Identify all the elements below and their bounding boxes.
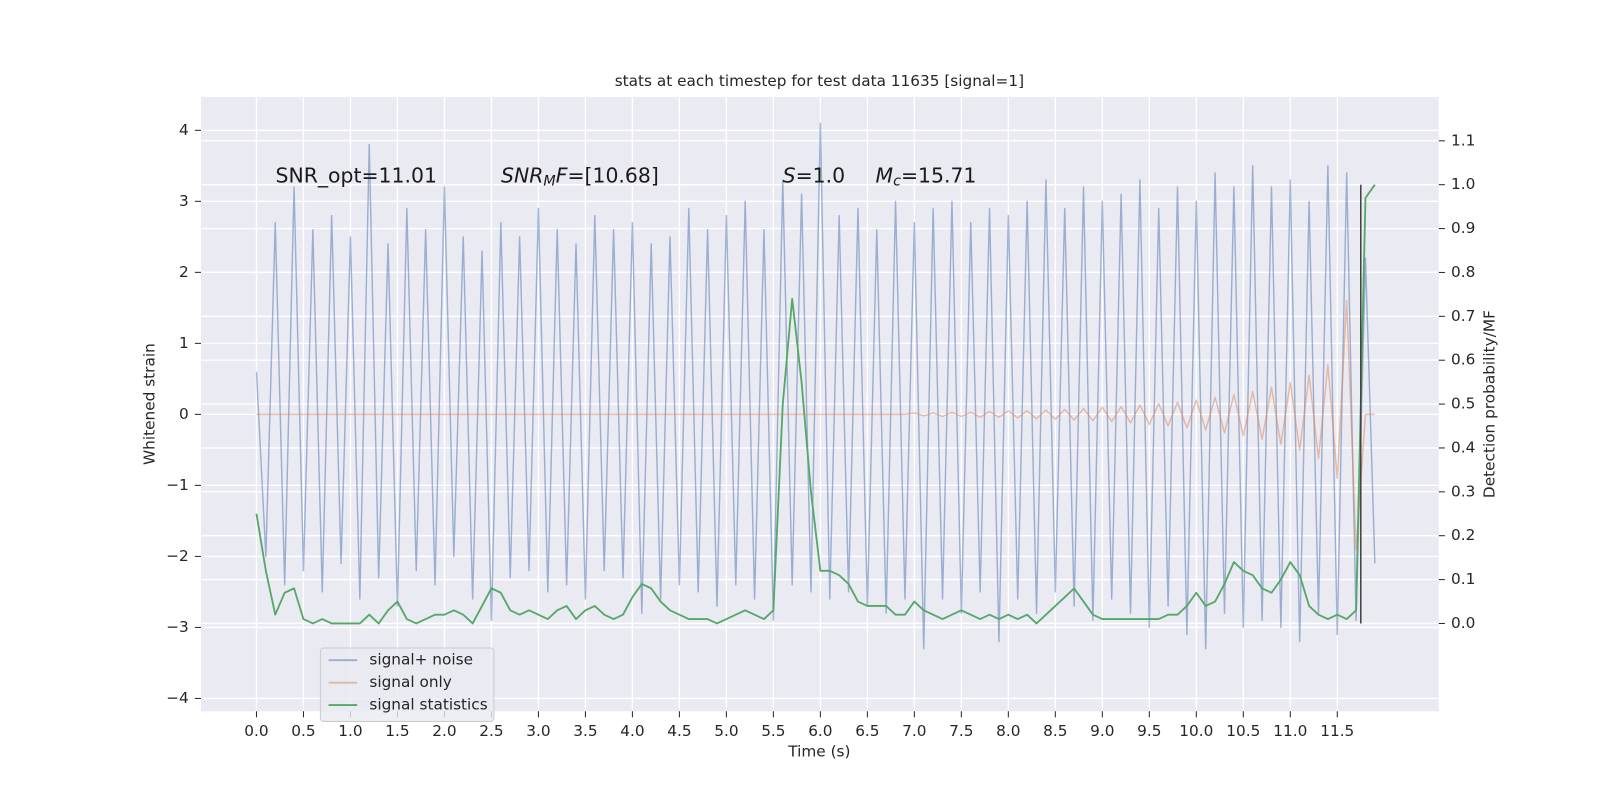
y2-tick-label: 0.0	[1451, 614, 1475, 632]
y2-axis-label: Detection probability/MF	[1480, 310, 1498, 498]
y2-tick-label: 0.7	[1451, 307, 1475, 325]
x-tick-label: 10.0	[1179, 722, 1213, 740]
series-line	[255, 184, 1376, 625]
y2-tick-label: 1.0	[1451, 175, 1475, 193]
y-tick-label: −2	[166, 547, 189, 565]
x-tick-label: 2.5	[479, 722, 503, 740]
x-tick-label: 8.5	[1043, 722, 1067, 740]
y2-tick-label: 0.5	[1451, 395, 1475, 413]
annotation-part: SNR	[501, 164, 543, 188]
y2-tick-label: 0.1	[1451, 570, 1475, 588]
annotation-part: SNR_opt=11.01	[276, 164, 437, 189]
chart-title: stats at each timestep for test data 116…	[615, 72, 1024, 90]
y2-tick-label: 0.8	[1451, 263, 1475, 281]
y2-tick-label: 0.2	[1451, 526, 1475, 544]
x-tick-label: 8.0	[996, 722, 1020, 740]
x-tick-label: 0.0	[244, 722, 268, 740]
y-tick-label: −4	[166, 689, 189, 707]
x-tick-label: 7.0	[902, 722, 926, 740]
annotation-part: F	[556, 164, 568, 188]
x-axis-label: Time (s)	[787, 743, 850, 761]
x-tick-label: 11.5	[1320, 722, 1354, 740]
x-tick-label: 4.0	[620, 722, 644, 740]
y-tick-label: 0	[179, 405, 189, 423]
y2-tick-label: 0.4	[1451, 438, 1475, 456]
y-tick-label: 2	[179, 263, 189, 281]
series-line	[256, 300, 1375, 551]
x-tick-label: 5.0	[714, 722, 738, 740]
y-tick-label: −1	[166, 476, 189, 494]
y-tick-label: 1	[179, 334, 189, 352]
x-tick-label: 3.5	[573, 722, 597, 740]
annotation-part: M	[876, 164, 894, 188]
legend: signal+ noise signal only signal statistic…	[319, 647, 495, 722]
y-tick-label: 4	[179, 121, 189, 139]
annotation: Mc=15.71	[876, 164, 977, 190]
y2-tick-label: 0.6	[1451, 351, 1475, 369]
x-tick-label: 1.5	[385, 722, 409, 740]
legend-label: signal only	[369, 673, 451, 691]
annotation-part: c	[893, 174, 901, 190]
annotation-part: =1.0	[796, 164, 846, 188]
x-tick-label: 0.5	[291, 722, 315, 740]
annotation-part: M	[543, 174, 555, 190]
x-tick-label: 5.5	[761, 722, 785, 740]
annotation: SNR_opt=11.01	[276, 164, 437, 189]
x-tick-label: 6.0	[808, 722, 832, 740]
plot-marks	[255, 122, 1376, 650]
annotation: S=1.0	[783, 164, 845, 188]
y-tick-label: −3	[166, 618, 189, 636]
x-tick-label: 11.0	[1273, 722, 1307, 740]
y-axis-label: Whitened strain	[141, 343, 159, 465]
x-tick-label: 7.5	[949, 722, 973, 740]
y2-tick-label: 1.1	[1451, 131, 1475, 149]
annotation-part: =15.71	[901, 164, 976, 188]
legend-box	[319, 647, 495, 722]
y-tick-label: 3	[179, 192, 189, 210]
legend-label: signal+ noise	[369, 651, 473, 669]
x-tick-label: 9.0	[1090, 722, 1114, 740]
annotation-part: S	[783, 164, 796, 188]
annotation-part: =[10.68]	[567, 164, 658, 188]
x-tick-label: 3.0	[526, 722, 550, 740]
x-tick-label: 6.5	[855, 722, 879, 740]
x-tick-label: 9.5	[1137, 722, 1161, 740]
x-tick-label: 4.5	[667, 722, 691, 740]
x-tick-label: 2.0	[432, 722, 456, 740]
legend-label: signal statistics	[369, 696, 487, 714]
y2-tick-label: 0.3	[1451, 482, 1475, 500]
y2-tick-label: 0.9	[1451, 219, 1475, 237]
x-tick-label: 1.0	[338, 722, 362, 740]
x-tick-label: 10.5	[1226, 722, 1260, 740]
series-line	[255, 122, 1376, 650]
annotation: SNRMF=[10.68]	[501, 164, 659, 190]
